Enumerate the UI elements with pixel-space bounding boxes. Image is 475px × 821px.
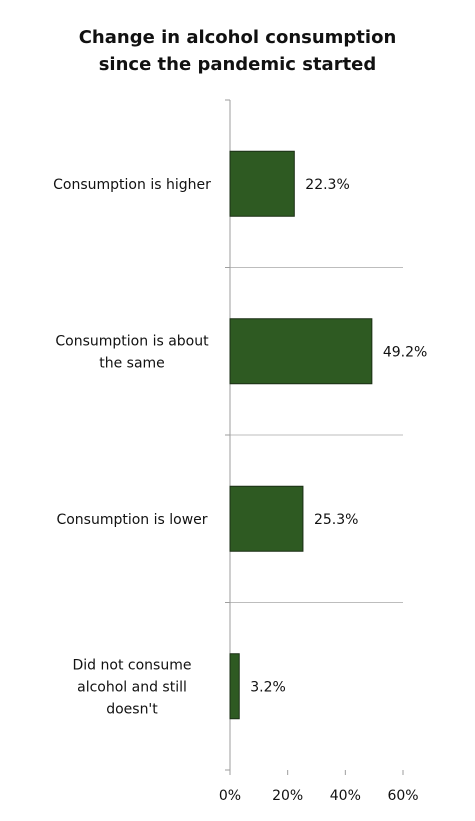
bar [229, 318, 373, 385]
category-label-line: doesn't [106, 701, 158, 717]
category-label-line: Consumption is about [55, 333, 209, 349]
category-label-line: the same [99, 355, 165, 371]
category-label-line: Consumption is higher [53, 177, 211, 193]
category-label-line: alcohol and still [77, 679, 187, 695]
data-label: 49.2% [383, 344, 427, 360]
category-label-line: Consumption is lower [56, 512, 207, 528]
x-tick-label: 0% [219, 788, 241, 804]
bar [229, 150, 295, 217]
bar [229, 485, 304, 552]
data-label: 3.2% [250, 679, 286, 695]
data-label: 22.3% [305, 177, 349, 193]
category-label: Consumption is about the same [55, 333, 209, 371]
category-label: Consumption is lower [56, 512, 207, 528]
category-label: Consumption is higher [53, 177, 211, 193]
chart-title: Change in alcohol consumption since the … [0, 24, 475, 78]
chart-title-line-1: Change in alcohol consumption [78, 27, 397, 48]
data-label: 25.3% [314, 512, 358, 528]
x-tick-label: 60% [387, 788, 418, 804]
bar [229, 653, 240, 720]
category-label: Did not consume alcohol and still doesn't [73, 657, 192, 717]
x-tick-label: 40% [330, 788, 361, 804]
category-label-line: Did not consume [73, 657, 192, 673]
chart-title-line-2: since the pandemic started [98, 54, 377, 75]
x-tick-label: 20% [272, 788, 303, 804]
